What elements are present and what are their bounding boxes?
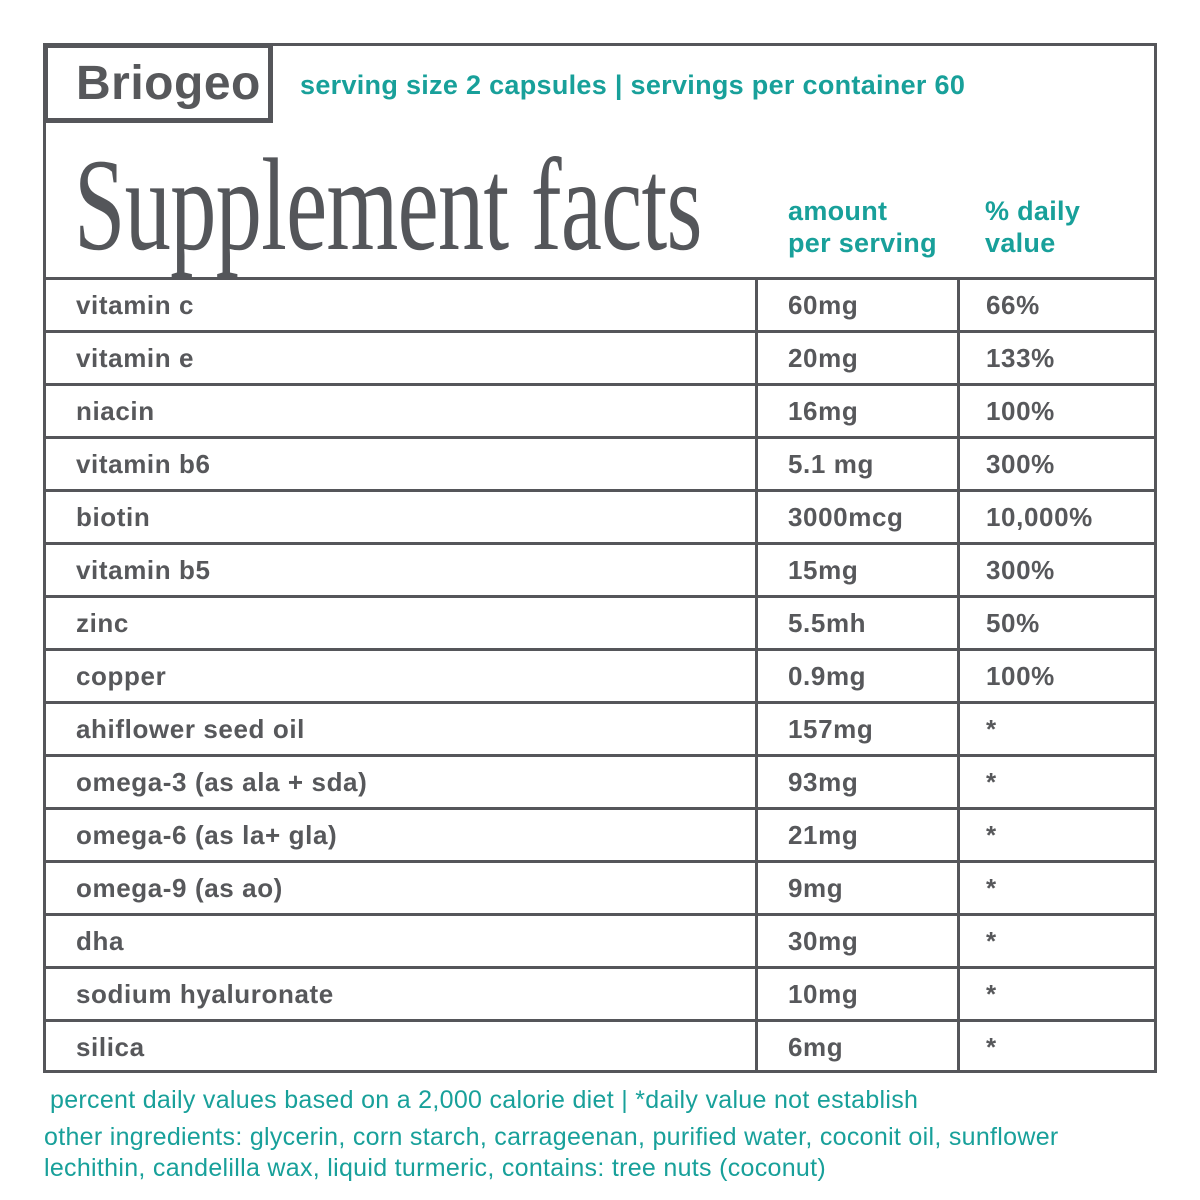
table-row: vitamin b5 15mg 300% <box>46 542 1154 595</box>
nutrient-amount: 20mg <box>755 333 957 383</box>
nutrient-amount: 15mg <box>755 545 957 595</box>
nutrient-amount: 5.5mh <box>755 598 957 648</box>
nutrient-name: copper <box>76 660 167 691</box>
nutrient-name: dha <box>76 925 125 956</box>
nutrient-daily-value: 300% <box>957 439 1154 489</box>
nutrient-daily-value: 10,000% <box>957 492 1154 542</box>
nutrient-name: zinc <box>76 607 129 638</box>
brand-logo-text: Briogeo <box>76 56 261 110</box>
nutrient-name: ahiflower seed oil <box>76 713 305 744</box>
page-title: Supplement facts <box>74 131 702 278</box>
nutrient-daily-value: * <box>957 916 1154 966</box>
footnote-daily-value: percent daily values based on a 2,000 ca… <box>50 1086 919 1114</box>
nutrient-daily-value: 100% <box>957 386 1154 436</box>
table-row: dha 30mg * <box>46 913 1154 966</box>
table-row: zinc 5.5mh 50% <box>46 595 1154 648</box>
nutrient-amount: 9mg <box>755 863 957 913</box>
nutrient-name: silica <box>76 1031 145 1062</box>
nutrient-daily-value: 133% <box>957 333 1154 383</box>
nutrient-daily-value: 300% <box>957 545 1154 595</box>
nutrient-name: omega-3 (as ala + sda) <box>76 766 368 797</box>
nutrient-daily-value: * <box>957 704 1154 754</box>
table-row: omega-3 (as ala + sda) 93mg * <box>46 754 1154 807</box>
nutrient-amount: 0.9mg <box>755 651 957 701</box>
facts-table: vitamin c 60mg 66% vitamin e 20mg 133% n… <box>46 277 1154 1072</box>
nutrient-daily-value: * <box>957 810 1154 860</box>
nutrient-name: vitamin b5 <box>76 554 211 585</box>
nutrient-daily-value: 66% <box>957 280 1154 330</box>
nutrient-amount: 16mg <box>755 386 957 436</box>
nutrient-name: vitamin e <box>76 342 195 373</box>
nutrient-amount: 6mg <box>755 1022 957 1072</box>
nutrient-name: sodium hyaluronate <box>76 978 334 1009</box>
table-row: sodium hyaluronate 10mg * <box>46 966 1154 1019</box>
nutrient-amount: 93mg <box>755 757 957 807</box>
nutrient-amount: 3000mcg <box>755 492 957 542</box>
nutrient-amount: 30mg <box>755 916 957 966</box>
nutrient-name: omega-9 (as ao) <box>76 872 283 903</box>
table-row: vitamin c 60mg 66% <box>46 277 1154 330</box>
table-row: omega-6 (as la+ gla) 21mg * <box>46 807 1154 860</box>
nutrient-daily-value: 50% <box>957 598 1154 648</box>
nutrient-daily-value: 100% <box>957 651 1154 701</box>
nutrient-name: biotin <box>76 501 151 532</box>
table-row: silica 6mg * <box>46 1019 1154 1072</box>
serving-info: serving size 2 capsules | servings per c… <box>300 70 966 100</box>
table-row: niacin 16mg 100% <box>46 383 1154 436</box>
table-row: omega-9 (as ao) 9mg * <box>46 860 1154 913</box>
table-row: copper 0.9mg 100% <box>46 648 1154 701</box>
nutrient-amount: 157mg <box>755 704 957 754</box>
nutrient-name: omega-6 (as la+ gla) <box>76 819 338 850</box>
nutrient-name: vitamin c <box>76 289 195 320</box>
nutrient-name: vitamin b6 <box>76 448 211 479</box>
supplement-facts-panel: Briogeo serving size 2 capsules | servin… <box>43 43 1157 1073</box>
footnote-other-ingredients: other ingredients: glycerin, corn starch… <box>44 1123 1059 1182</box>
table-row: vitamin b6 5.1 mg 300% <box>46 436 1154 489</box>
column-header-daily-value: % daily value <box>985 196 1081 258</box>
nutrient-daily-value: * <box>957 969 1154 1019</box>
nutrient-daily-value: * <box>957 863 1154 913</box>
nutrient-amount: 60mg <box>755 280 957 330</box>
table-row: ahiflower seed oil 157mg * <box>46 701 1154 754</box>
nutrient-amount: 21mg <box>755 810 957 860</box>
nutrient-amount: 5.1 mg <box>755 439 957 489</box>
table-row: biotin 3000mcg 10,000% <box>46 489 1154 542</box>
nutrient-amount: 10mg <box>755 969 957 1019</box>
column-header-amount-per-serving: amount per serving <box>788 196 937 258</box>
nutrient-daily-value: * <box>957 1022 1154 1072</box>
brand-logo: Briogeo <box>43 43 273 123</box>
table-row: vitamin e 20mg 133% <box>46 330 1154 383</box>
nutrient-name: niacin <box>76 395 155 426</box>
nutrient-daily-value: * <box>957 757 1154 807</box>
